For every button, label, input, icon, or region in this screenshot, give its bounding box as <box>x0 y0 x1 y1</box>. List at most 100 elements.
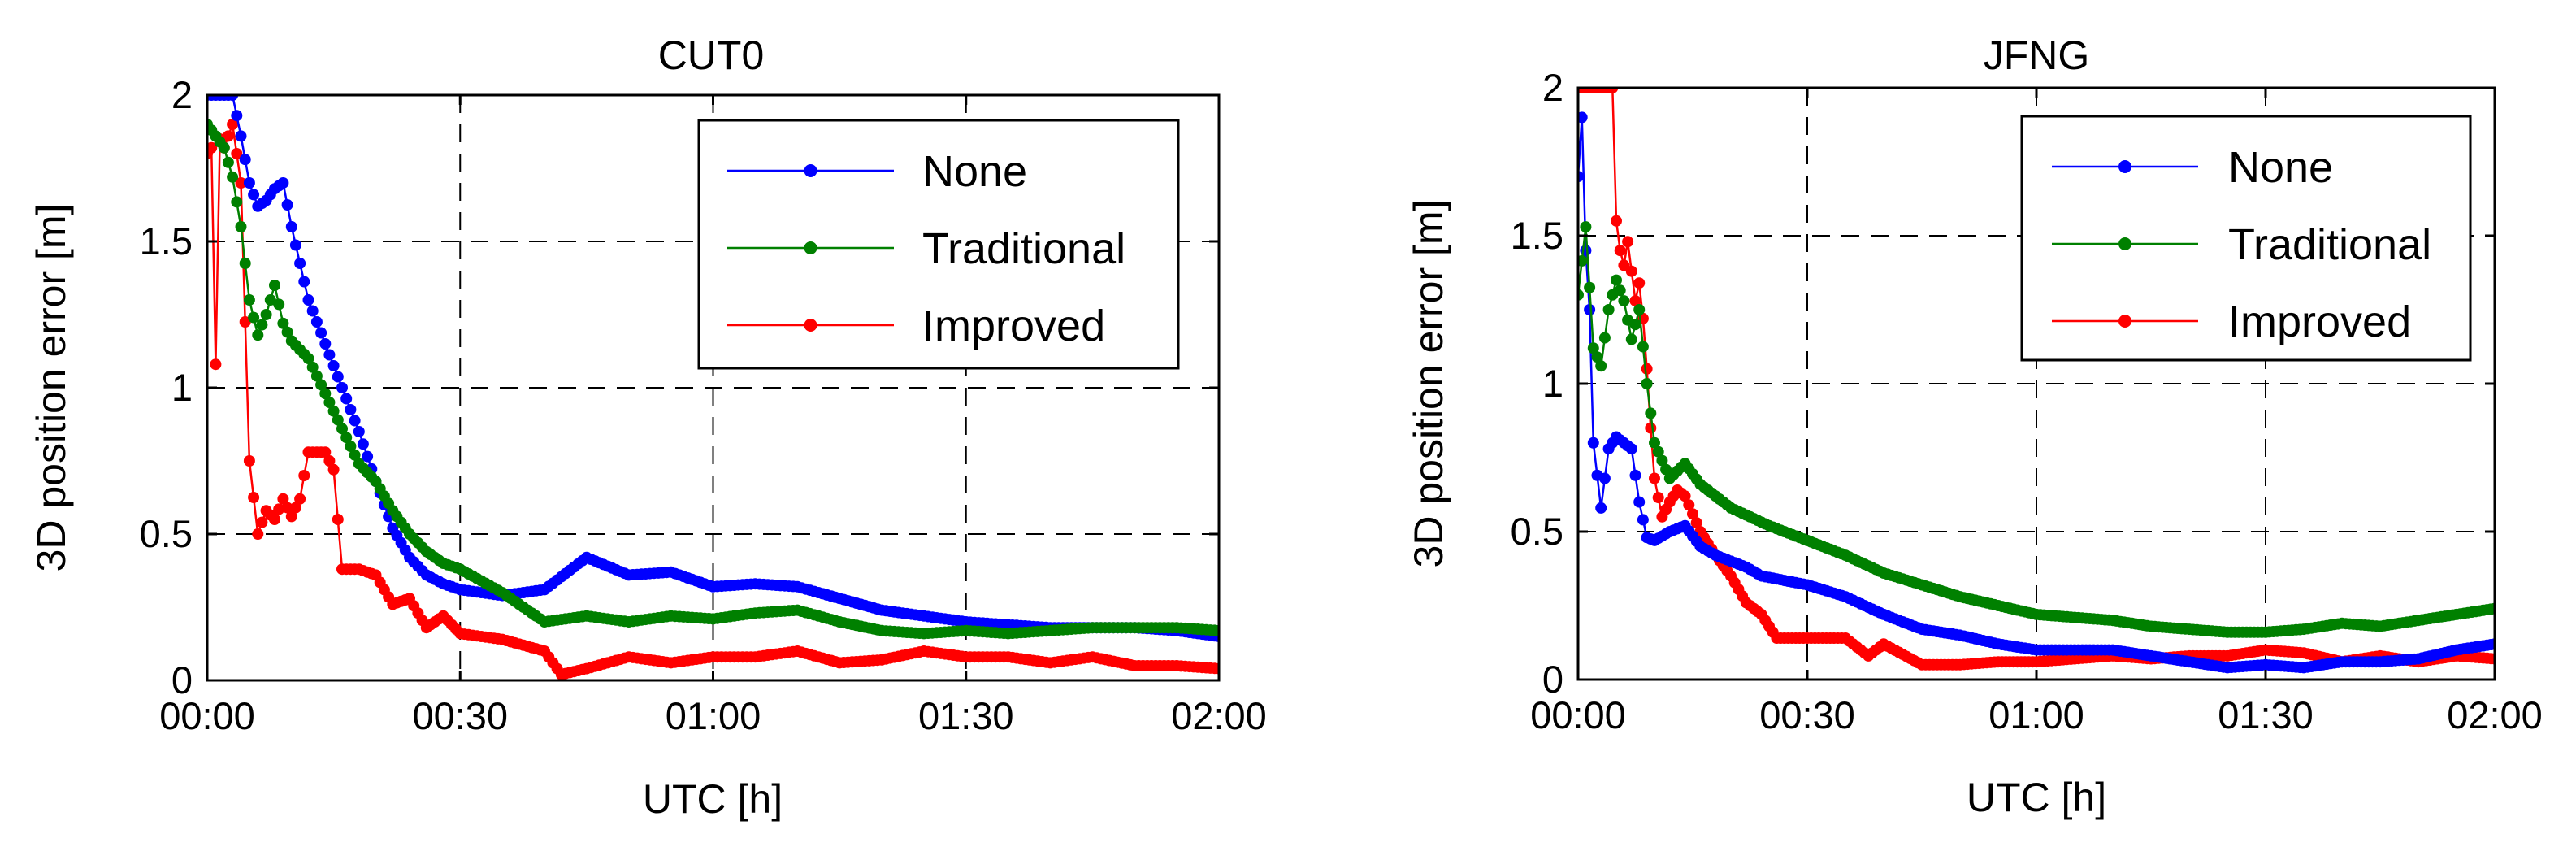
y-tick-label: 2 <box>1542 66 1563 109</box>
data-point <box>1618 259 1630 271</box>
data-point <box>327 405 340 417</box>
data-point <box>357 438 369 450</box>
data-point <box>1614 284 1626 297</box>
data-point <box>345 404 357 415</box>
chart-title: JFNG <box>1984 33 2090 78</box>
data-point <box>332 371 344 383</box>
data-point <box>1618 295 1630 307</box>
x-tick-label: 02:00 <box>1171 694 1267 737</box>
data-point <box>332 514 344 525</box>
data-point <box>1633 496 1646 508</box>
data-point <box>340 393 353 405</box>
data-point <box>285 221 297 232</box>
x-tick-label: 00:30 <box>412 694 508 737</box>
data-point <box>319 338 332 350</box>
data-point <box>231 148 243 159</box>
data-point <box>243 455 255 467</box>
data-point <box>1633 304 1646 315</box>
data-point <box>327 360 340 371</box>
y-axis-label: 3D position error [m] <box>28 204 74 572</box>
data-point <box>1645 407 1657 419</box>
data-point <box>294 258 306 269</box>
data-point <box>1213 662 1219 675</box>
series-none <box>1578 111 2495 674</box>
data-point <box>332 414 344 426</box>
data-point <box>1213 624 1219 636</box>
data-point <box>1629 295 1641 307</box>
data-point <box>1598 472 1611 484</box>
data-point <box>264 294 276 306</box>
data-point <box>345 441 357 452</box>
legend: None Traditional Improved <box>2020 115 2472 362</box>
y-tick-label: 0 <box>1542 658 1563 701</box>
y-tick-label: 2 <box>171 73 193 116</box>
data-point <box>306 305 319 317</box>
data-point <box>235 221 247 232</box>
legend-marker-traditional <box>2118 237 2131 250</box>
data-point <box>207 141 218 154</box>
data-point <box>1629 319 1641 331</box>
data-point <box>1584 281 1596 293</box>
data-point <box>1625 265 1637 277</box>
series-traditional <box>1578 221 2495 638</box>
data-point <box>256 319 268 331</box>
data-point <box>218 141 230 154</box>
data-point <box>277 177 289 189</box>
data-point <box>336 423 348 435</box>
data-point <box>2489 653 2495 665</box>
data-point <box>302 294 314 306</box>
data-point <box>269 280 280 291</box>
data-point <box>256 516 268 528</box>
data-point <box>1584 304 1596 315</box>
x-tick-label: 00:00 <box>159 694 255 737</box>
data-point <box>281 199 293 211</box>
data-point <box>222 130 234 142</box>
data-point <box>327 463 340 476</box>
data-point <box>349 415 361 427</box>
legend-label-none: None <box>2228 143 2333 192</box>
x-axis-label: UTC [h] <box>643 776 783 822</box>
data-point <box>1652 445 1664 458</box>
data-point <box>1611 215 1622 227</box>
y-tick-label: 0.5 <box>140 512 193 555</box>
data-point <box>239 316 251 328</box>
data-point <box>1611 274 1622 286</box>
data-point <box>210 358 222 371</box>
data-point <box>1578 254 1588 267</box>
legend-marker-improved <box>2118 315 2131 328</box>
legend-marker-improved <box>804 319 817 332</box>
data-point <box>1687 508 1698 520</box>
data-point <box>231 196 243 208</box>
data-point <box>289 502 301 514</box>
legend-marker-none <box>804 164 817 177</box>
data-point <box>298 276 310 288</box>
data-point <box>323 397 336 408</box>
data-point <box>1637 514 1649 526</box>
series-improved <box>1578 88 2495 671</box>
data-point <box>294 493 306 505</box>
y-tick-label: 1 <box>171 366 193 409</box>
data-point <box>239 154 251 166</box>
data-point <box>1587 437 1599 449</box>
data-point <box>323 349 336 361</box>
data-point <box>231 110 243 122</box>
data-point <box>1598 332 1611 344</box>
tick-labels: 00:00 00:30 01:00 01:30 02:00 0 0.5 1 1.5 2 <box>1511 66 2543 736</box>
tick-labels: 00:00 00:30 01:00 01:30 02:00 0 0.5 1 1.5 2 <box>140 73 1267 737</box>
data-point <box>1578 111 1588 124</box>
data-point <box>298 470 310 481</box>
data-point <box>281 326 293 338</box>
data-point <box>1637 341 1649 353</box>
data-point <box>1629 469 1641 481</box>
data-point <box>1656 454 1668 467</box>
data-point <box>2489 602 2495 615</box>
y-tick-label: 1.5 <box>1511 214 1563 257</box>
data-point <box>243 294 255 306</box>
y-tick-label: 1 <box>1542 362 1563 405</box>
y-tick-label: 1.5 <box>140 219 193 263</box>
series-layer <box>207 95 1219 680</box>
data-point <box>1580 221 1592 233</box>
data-point <box>252 528 264 540</box>
legend-box <box>2020 115 2472 362</box>
data-point <box>315 327 327 339</box>
